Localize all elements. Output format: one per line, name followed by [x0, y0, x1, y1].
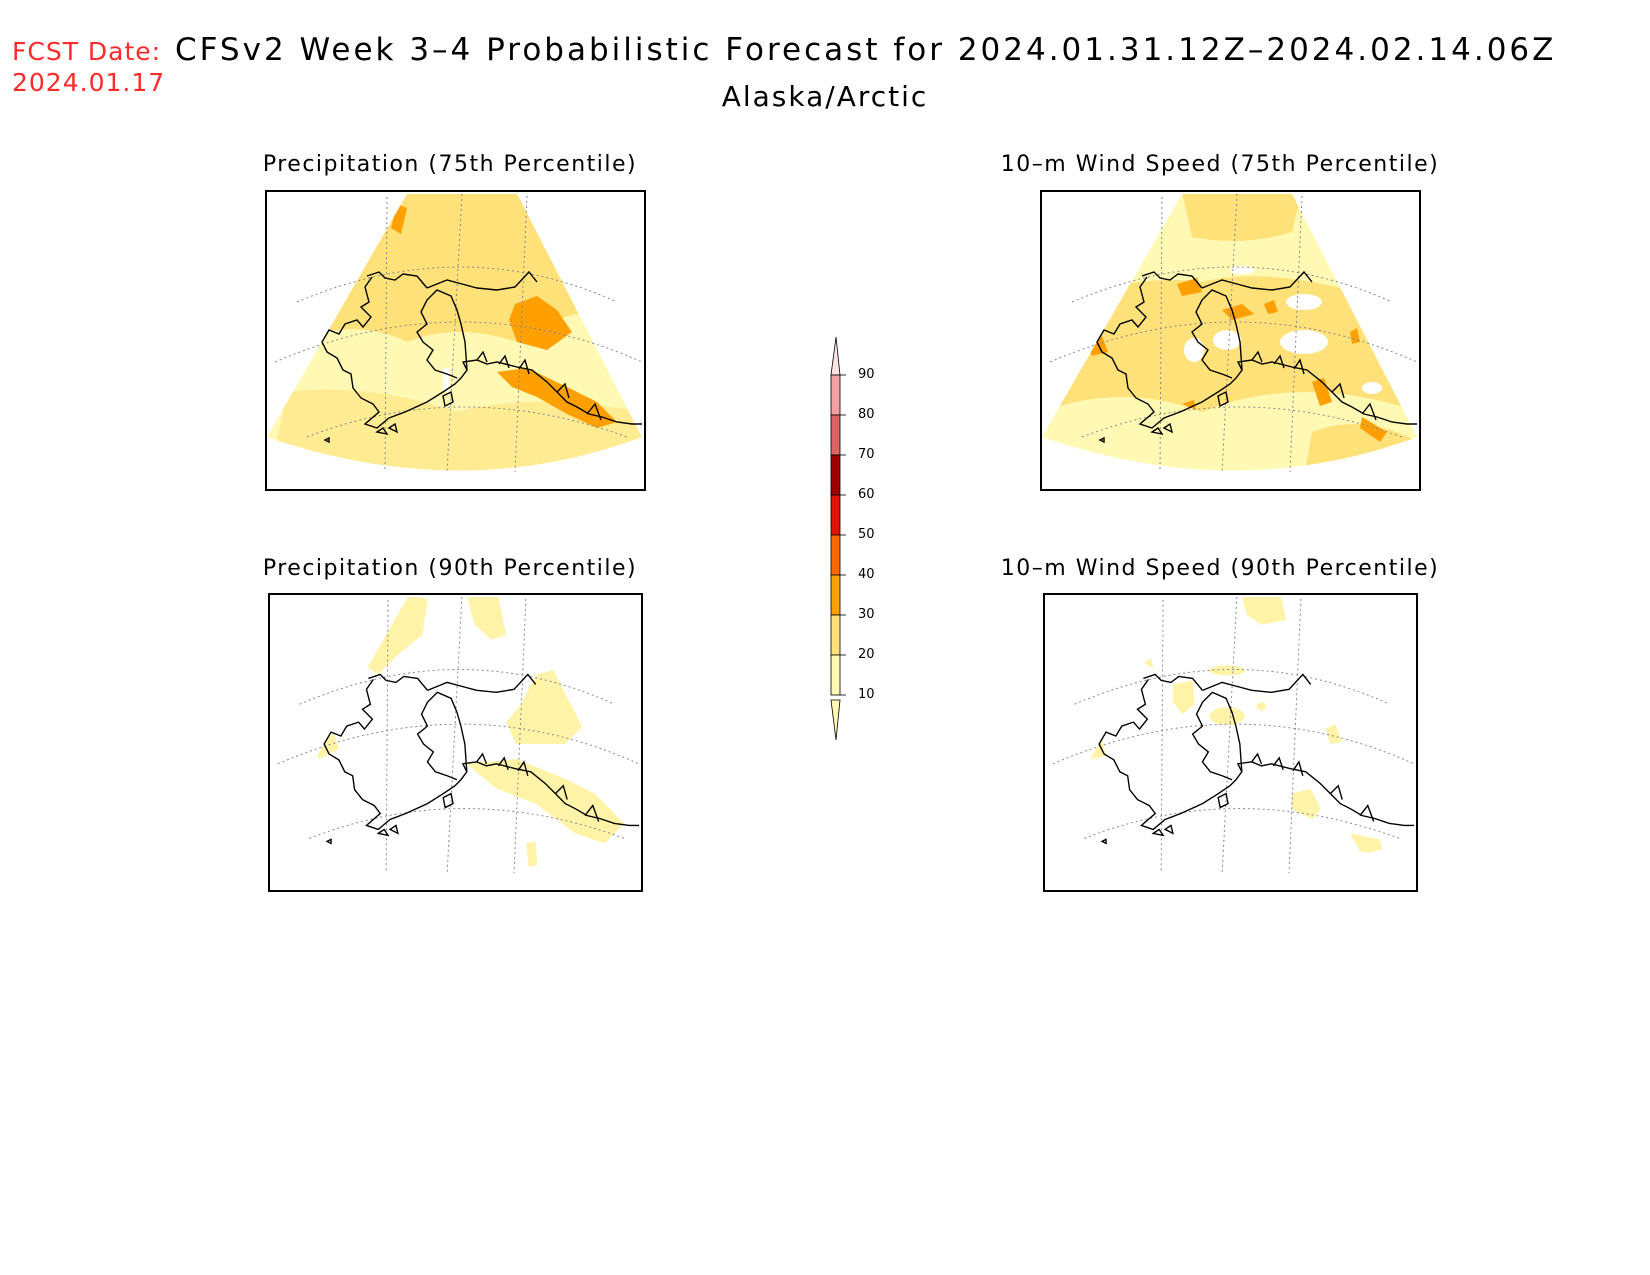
map-precip-90 [268, 593, 643, 892]
colorbar-label: 30 [858, 607, 875, 622]
panel-title-precip-75: Precipitation (75th Percentile) [262, 152, 638, 177]
colorbar-swatch [830, 534, 841, 576]
colorbar-swatch [830, 454, 841, 496]
colorbar-swatch [830, 614, 841, 656]
colorbar-label: 40 [858, 567, 875, 582]
map-precip-75 [265, 190, 646, 491]
colorbar-label: 60 [858, 487, 875, 502]
panel-title-wind-75: 10–m Wind Speed (75th Percentile) [1000, 152, 1440, 177]
colorbar [820, 335, 850, 749]
page-title: CFSv2 Week 3–4 Probabilistic Forecast fo… [175, 32, 1557, 68]
forecast-date-block: FCST Date: 2024.01.17 [12, 36, 165, 98]
colorbar-label: 10 [858, 687, 875, 702]
panel-title-precip-90: Precipitation (90th Percentile) [262, 556, 638, 581]
colorbar-swatch [830, 574, 841, 616]
region-subtitle: Alaska/Arctic [721, 80, 929, 113]
colorbar-scale [830, 336, 846, 741]
colorbar-label: 90 [858, 367, 875, 382]
colorbar-label: 50 [858, 527, 875, 542]
colorbar-swatch [830, 654, 841, 696]
colorbar-swatch [830, 414, 841, 456]
panel-title-wind-90: 10–m Wind Speed (90th Percentile) [1000, 556, 1440, 581]
colorbar-swatch [830, 494, 841, 536]
forecast-date-label: FCST Date: [12, 37, 162, 66]
colorbar-label: 80 [858, 407, 875, 422]
colorbar-swatch [830, 374, 841, 416]
map-wind-90 [1043, 593, 1418, 892]
forecast-date-value: 2024.01.17 [12, 68, 166, 97]
map-wind-75 [1040, 190, 1421, 491]
colorbar-label: 20 [858, 647, 875, 662]
colorbar-label: 70 [858, 447, 875, 462]
